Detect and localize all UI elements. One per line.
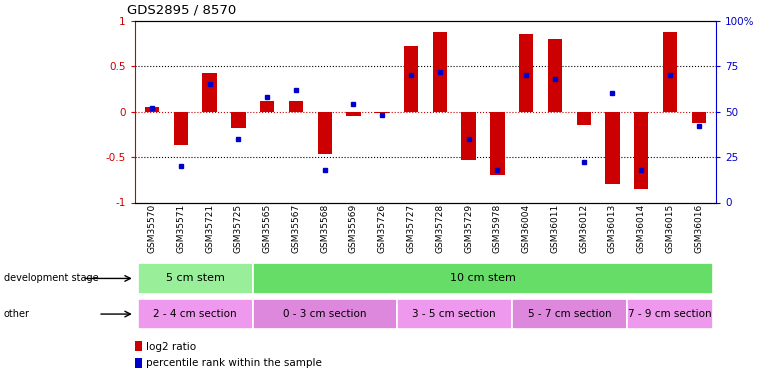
Bar xyxy=(317,112,332,154)
Bar xyxy=(145,107,159,112)
Bar xyxy=(138,299,253,329)
Bar xyxy=(138,263,253,294)
Text: 5 cm stem: 5 cm stem xyxy=(166,273,225,284)
Text: percentile rank within the sample: percentile rank within the sample xyxy=(146,358,323,368)
Bar xyxy=(203,74,217,112)
Text: 7 - 9 cm section: 7 - 9 cm section xyxy=(628,309,711,319)
Bar xyxy=(403,46,418,112)
Bar xyxy=(605,112,620,184)
Bar xyxy=(346,112,360,116)
Text: 5 - 7 cm section: 5 - 7 cm section xyxy=(527,309,611,319)
Bar xyxy=(135,358,142,368)
Text: 3 - 5 cm section: 3 - 5 cm section xyxy=(413,309,496,319)
Text: 0 - 3 cm section: 0 - 3 cm section xyxy=(283,309,367,319)
Bar xyxy=(260,100,274,112)
Bar xyxy=(512,299,627,329)
Bar xyxy=(490,112,504,175)
Text: development stage: development stage xyxy=(4,273,99,284)
Bar xyxy=(433,33,447,112)
Bar xyxy=(135,341,142,351)
Bar xyxy=(253,263,713,294)
Text: other: other xyxy=(4,309,30,319)
Bar xyxy=(627,299,713,329)
Bar xyxy=(547,39,562,112)
Bar xyxy=(461,112,476,160)
Text: GDS2895 / 8570: GDS2895 / 8570 xyxy=(127,4,236,17)
Bar xyxy=(519,34,534,112)
Bar xyxy=(691,112,706,123)
Bar xyxy=(663,33,678,112)
Text: 10 cm stem: 10 cm stem xyxy=(450,273,516,284)
Text: log2 ratio: log2 ratio xyxy=(146,342,196,352)
Bar xyxy=(253,299,397,329)
Bar xyxy=(173,112,188,145)
Bar xyxy=(231,112,246,128)
Bar xyxy=(397,299,512,329)
Bar xyxy=(577,112,591,125)
Text: 2 - 4 cm section: 2 - 4 cm section xyxy=(153,309,237,319)
Bar xyxy=(289,100,303,112)
Bar xyxy=(375,112,390,113)
Bar xyxy=(634,112,648,189)
